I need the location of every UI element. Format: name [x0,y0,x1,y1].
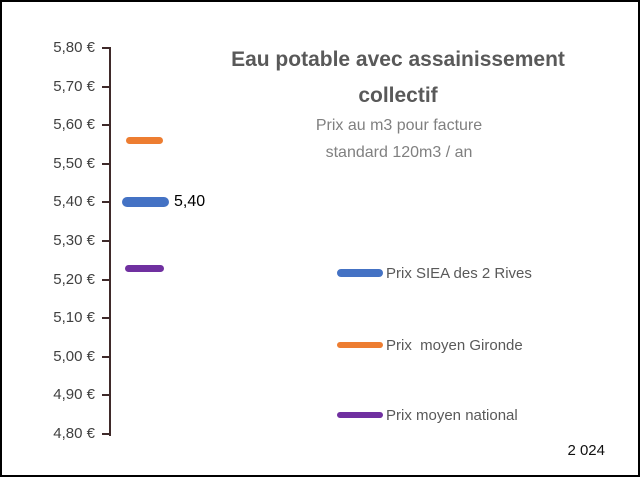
marker-prix-siea [122,197,169,208]
y-axis-tick-mark [102,278,110,281]
y-axis-line [109,47,111,436]
legend-swatch-blue [337,269,383,277]
y-axis-tick-label: 5,20 € [53,270,95,288]
y-axis-tick-label: 5,00 € [53,347,95,365]
y-axis-tick-label: 4,80 € [53,425,95,442]
y-axis-tick-label: 5,60 € [53,116,95,134]
legend-item-prix-siea: Prix SIEA des 2 Rives [337,263,532,283]
y-axis-tick-mark [102,394,110,397]
chart-title: Eau potable avec assainissement collecti… [231,48,565,107]
legend-label: Prix SIEA des 2 Rives [386,264,532,282]
y-axis-tick-label: 5,30 € [53,232,95,249]
y-axis-tick-mark [102,47,110,49]
legend-label: Prix moyen national [386,406,518,424]
legend-swatch-orange [337,342,383,348]
y-axis-tick-mark [102,317,110,320]
marker-prix-moyen-national [125,264,164,272]
data-label-siea: 5,40 [174,193,206,211]
legend-item-prix-moyen-national: Prix moyen national [337,405,518,425]
y-axis-tick-mark [102,124,110,127]
y-axis-tick-mark [102,85,110,88]
y-axis-tick-mark [102,355,110,358]
chart-subtitle: Prix au m3 pour facture standard 120m3 /… [315,117,483,161]
legend-swatch-purple [337,412,383,418]
y-axis-tick-label: 4,90 € [53,386,95,404]
y-axis-tick-label: 5,70 € [53,77,95,95]
y-axis-tick-label: 5,10 € [53,309,95,327]
legend-item-prix-moyen-gironde: Prix moyen Gironde [337,335,523,355]
marker-prix-moyen-gironde [126,137,163,145]
year-label: 2 024 [567,442,605,459]
y-axis-tick-mark [102,201,110,204]
legend-label: Prix moyen Gironde [386,336,523,354]
y-axis-tick-label: 5,50 € [53,154,95,172]
y-axis-tick-mark [102,240,110,242]
y-axis-tick-mark [102,433,110,435]
y-axis-tick-label: 5,40 € [53,193,95,211]
y-axis-tick-label: 5,80 € [53,39,95,56]
y-axis-tick-mark [102,162,110,165]
